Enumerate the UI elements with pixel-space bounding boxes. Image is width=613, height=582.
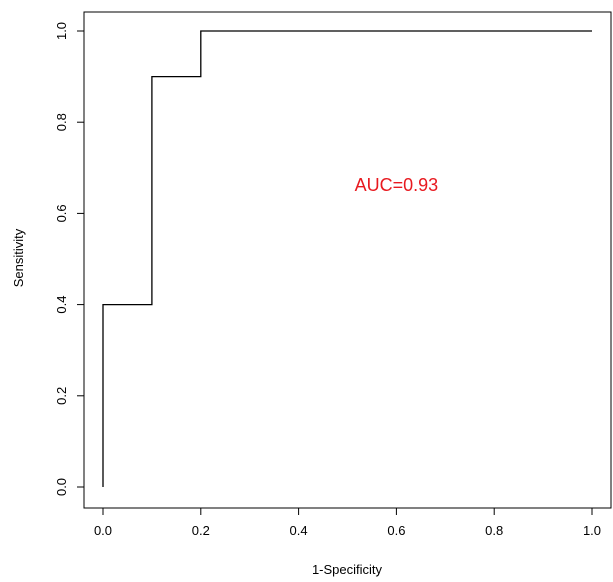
series-layer: [102, 30, 592, 487]
x-tick-label: 0.6: [387, 523, 405, 538]
y-axis-title: Sensitivity: [11, 228, 26, 287]
auc-annotation: AUC=0.93: [355, 175, 439, 195]
plot-frame: [83, 11, 612, 509]
roc-curve-line: [102, 30, 592, 487]
y-tick-label: 0.8: [54, 113, 69, 131]
x-axis-title: 1-Specificity: [312, 562, 383, 577]
y-tick-label: 1.0: [54, 22, 69, 40]
x-tick-label: 0.4: [290, 523, 308, 538]
x-tick-label: 0.2: [192, 523, 210, 538]
x-tick-label: 1.0: [583, 523, 601, 538]
y-tick-label: 0.0: [54, 478, 69, 496]
y-tick-label: 0.6: [54, 204, 69, 222]
x-tick-label: 0.0: [94, 523, 112, 538]
x-axis: 0.0 0.2 0.4 0.6 0.8 1.0: [94, 507, 601, 538]
annotation-layer: AUC=0.93: [355, 175, 439, 195]
y-axis: 0.0 0.2 0.4 0.6 0.8 1.0: [54, 22, 85, 496]
y-tick-label: 0.4: [54, 296, 69, 314]
x-tick-label: 0.8: [485, 523, 503, 538]
y-tick-label: 0.2: [54, 387, 69, 405]
